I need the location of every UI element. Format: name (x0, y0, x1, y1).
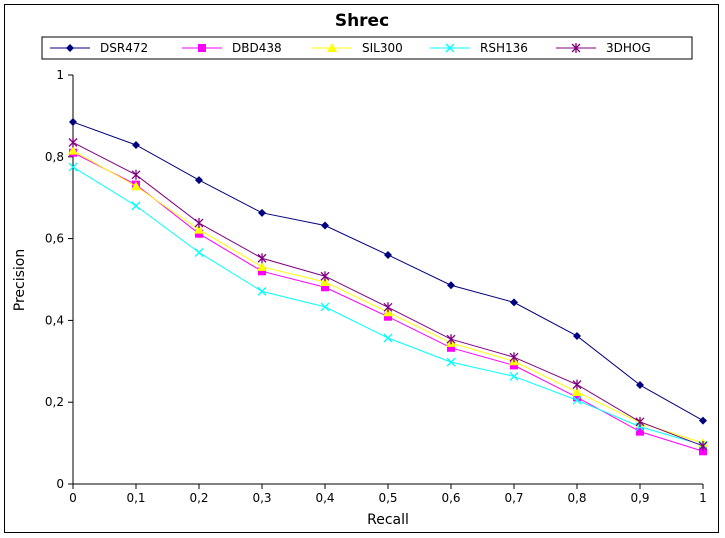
x-axis-title: Recall (367, 512, 409, 528)
data-point-3dhog (572, 379, 582, 390)
data-point-dsr472 (699, 416, 707, 425)
data-point-3dhog (131, 169, 141, 180)
legend-label: DSR472 (100, 41, 148, 55)
data-point-sil300 (572, 386, 582, 396)
data-point-3dhog (194, 218, 204, 229)
legend-marker (198, 44, 206, 52)
x-tick-label: 0,1 (126, 491, 145, 505)
series-dsr472 (69, 118, 707, 425)
data-point-dsr472 (447, 281, 455, 290)
data-point-dbd438 (447, 343, 455, 352)
data-point-dbd438 (636, 427, 644, 436)
y-tick-label: 0,4 (45, 313, 64, 327)
x-tick-label: 1 (699, 491, 707, 505)
data-point-dsr472 (636, 381, 644, 390)
x-tick-label: 0,5 (378, 491, 397, 505)
x-tick-label: 0,8 (567, 491, 586, 505)
data-point-dbd438 (321, 283, 329, 292)
x-tick-label: 0,2 (189, 491, 208, 505)
legend-marker (327, 43, 337, 52)
data-point-dsr472 (384, 250, 392, 259)
legend-label: DBD438 (232, 41, 282, 55)
legend-item-rsh136: RSH136 (430, 41, 528, 55)
data-point-rsh136 (383, 333, 393, 343)
y-tick-label: 0 (56, 477, 64, 491)
data-point-3dhog (320, 271, 330, 282)
data-point-dbd438 (195, 229, 203, 238)
data-point-dsr472 (573, 331, 581, 340)
data-point-3dhog (509, 352, 519, 363)
data-point-rsh136 (572, 395, 582, 405)
series-line-3dhog (72, 142, 704, 447)
data-point-3dhog (257, 253, 267, 264)
data-point-dsr472 (321, 221, 329, 230)
data-point-dbd438 (573, 393, 581, 402)
data-point-sil300 (257, 261, 267, 271)
data-point-rsh136 (68, 162, 78, 172)
legend-box (41, 36, 693, 60)
x-tick-label: 0,4 (315, 491, 334, 505)
y-tick-label: 0,6 (45, 232, 64, 246)
legend-marker (571, 43, 581, 53)
legend-item-dsr472: DSR472 (50, 41, 148, 55)
data-point-dsr472 (510, 298, 518, 307)
data-point-rsh136 (131, 201, 141, 211)
series-line-sil300 (72, 150, 704, 444)
data-point-3dhog (635, 416, 645, 427)
data-point-dbd438 (510, 361, 518, 370)
data-point-3dhog (698, 440, 708, 451)
legend-marker (445, 43, 455, 53)
data-point-sil300 (131, 181, 141, 191)
y-tick-label: 1 (56, 68, 64, 82)
data-point-rsh136 (446, 357, 456, 367)
data-point-sil300 (68, 145, 78, 155)
chart-title: Shrec (335, 11, 389, 31)
data-point-3dhog (383, 302, 393, 313)
legend-label: RSH136 (480, 41, 528, 55)
data-point-dsr472 (69, 118, 77, 127)
legend-item-sil300: SIL300 (312, 41, 403, 55)
x-tick-label: 0,9 (630, 491, 649, 505)
data-point-dbd438 (258, 267, 266, 276)
data-point-dbd438 (384, 312, 392, 321)
data-point-sil300 (194, 224, 204, 234)
data-point-dsr472 (258, 208, 266, 217)
legend-item-3dhog: 3DHOG (556, 41, 651, 55)
series-layer (68, 118, 708, 456)
series-dbd438 (69, 148, 707, 456)
x-tick-label: 0,7 (504, 491, 523, 505)
data-point-3dhog (68, 137, 78, 148)
y-tick-label: 0,8 (45, 150, 64, 164)
legend-marker (66, 44, 74, 52)
y-axis-title: Precision (12, 249, 28, 311)
data-point-dsr472 (195, 176, 203, 185)
legend-label: 3DHOG (606, 41, 651, 55)
series-sil300 (68, 145, 708, 448)
x-tick-label: 0 (69, 491, 77, 505)
x-tick-label: 0,3 (252, 491, 271, 505)
data-point-rsh136 (194, 248, 204, 257)
chart-frame (4, 4, 719, 533)
legend: DSR472 DBD438 SIL300 RSH136 3DHOG (50, 41, 651, 55)
data-point-dbd438 (699, 447, 707, 456)
data-point-3dhog (446, 334, 456, 345)
y-tick-label: 0,2 (45, 395, 64, 409)
axes: 0 0,2 0,4 0,6 0,8 1 0 0,1 0,2 0,3 0,4 0,5 0,6 0,7 0,8 0… (45, 68, 707, 505)
data-point-dsr472 (132, 140, 140, 149)
x-tick-label: 0,6 (441, 491, 460, 505)
series-3dhog (68, 137, 708, 451)
data-point-sil300 (320, 276, 330, 286)
legend-item-dbd438: DBD438 (182, 41, 282, 55)
legend-label: SIL300 (362, 41, 403, 55)
data-point-rsh136 (509, 371, 519, 381)
data-point-rsh136 (320, 302, 330, 312)
data-point-rsh136 (257, 286, 267, 296)
series-line-dbd438 (72, 152, 704, 452)
series-line-dsr472 (72, 121, 704, 422)
